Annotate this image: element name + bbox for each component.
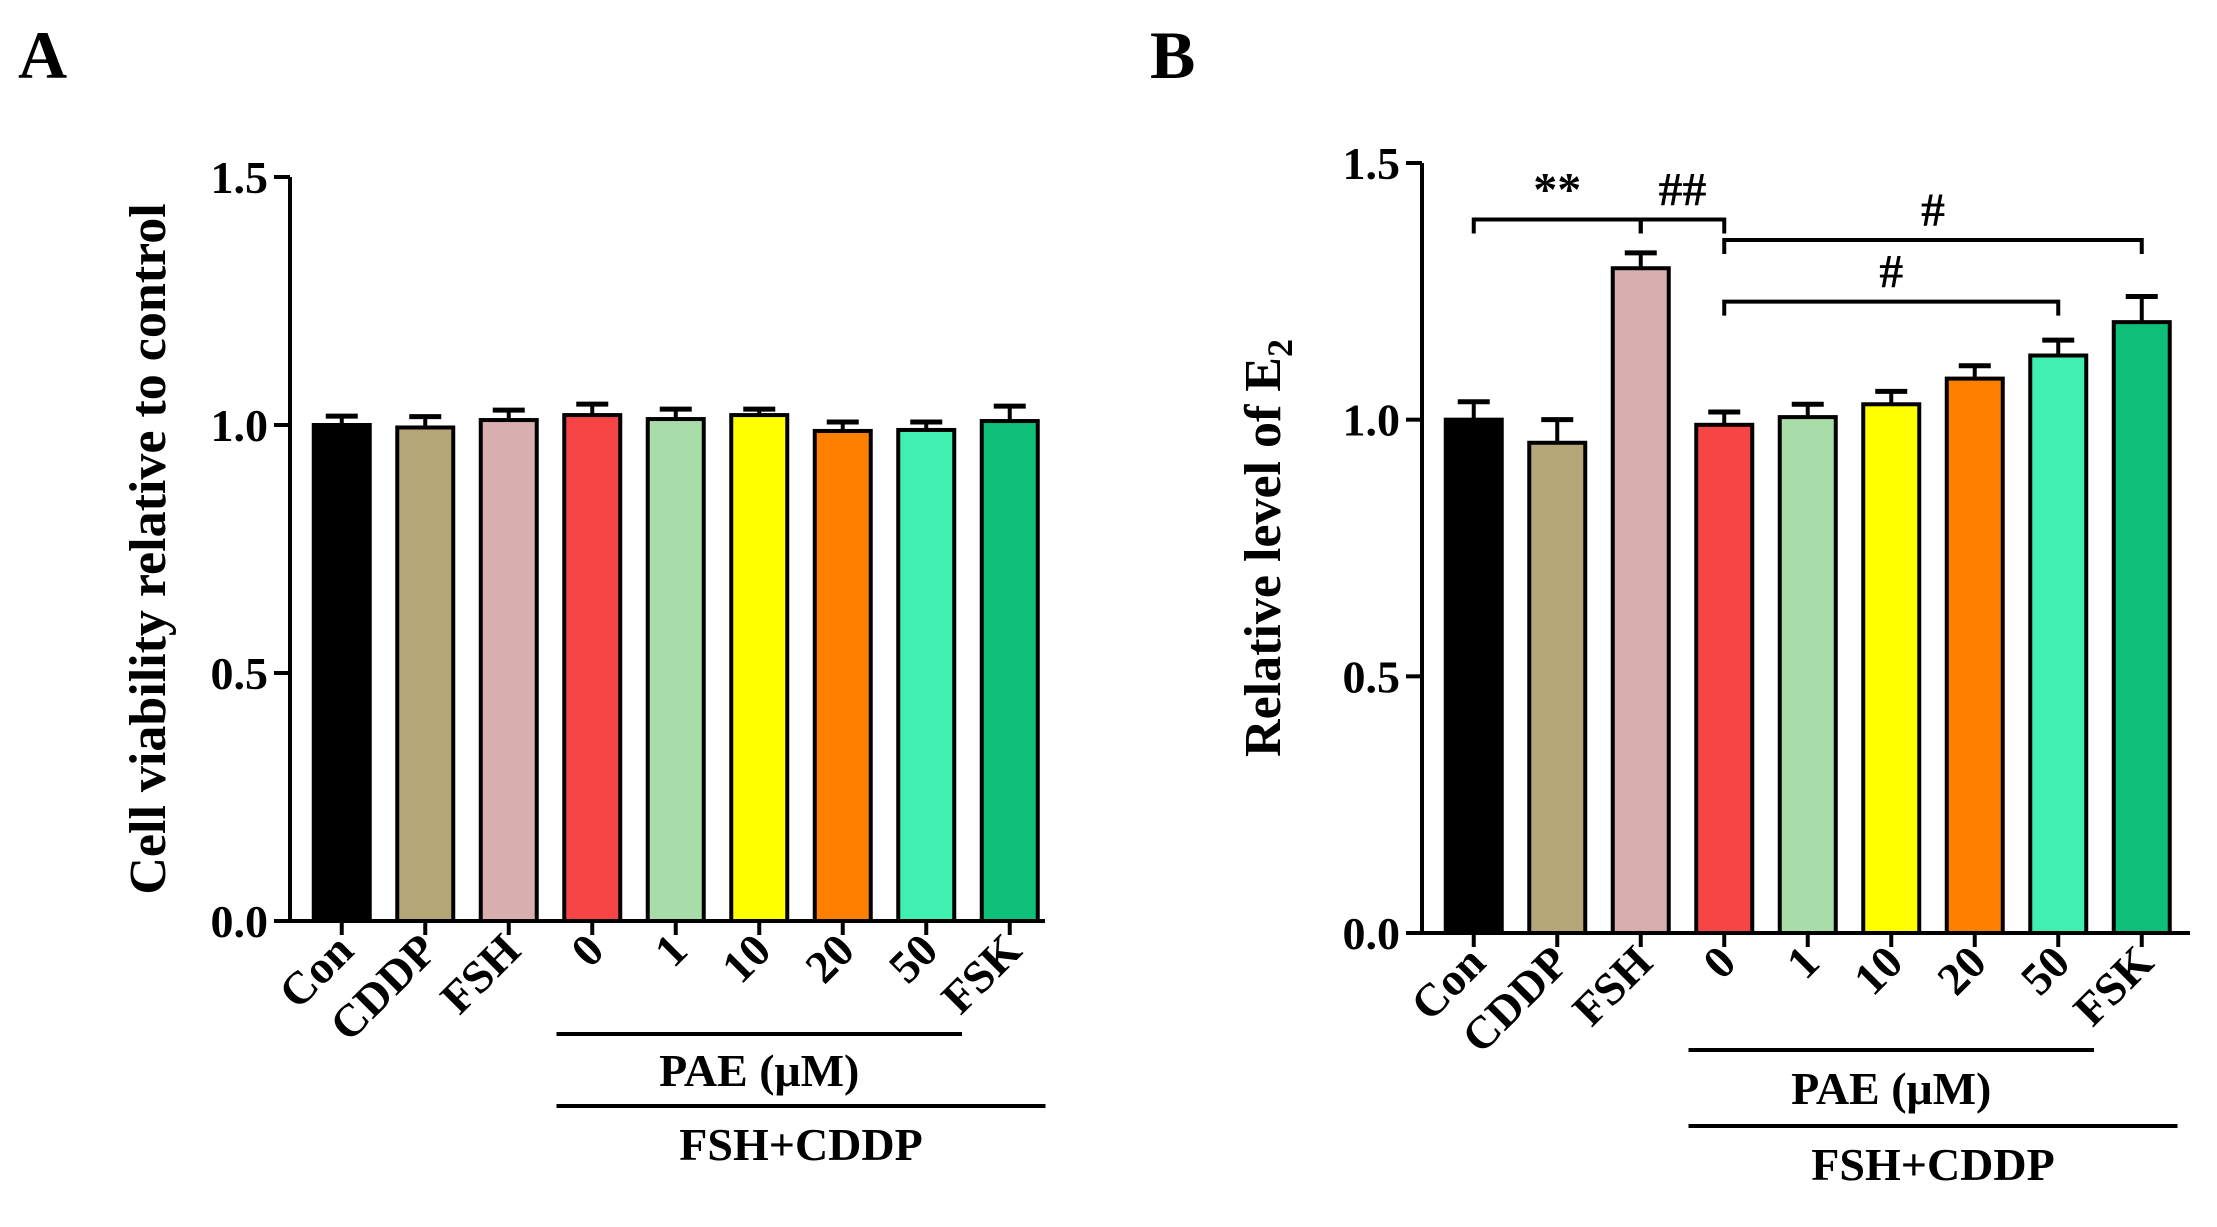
x-tick-label: 10 [712,924,781,993]
bar-7 [812,428,873,923]
significance-label: ** [1533,163,1581,216]
significance-label: ## [1659,163,1707,216]
panel-a-chart: 0.0 0.5 1.0 1.5 Cell viability relative to c… [120,152,1046,1170]
y-axis-label: Relative level of E2 [1235,339,1300,757]
group-label: PAE (μM) [659,1045,859,1096]
panel-label-b: B [1150,17,1195,93]
bar-5 [645,417,706,923]
significance-bracket [1638,217,1727,234]
x-tick-label: FSK [2063,936,2162,1035]
y-axis-label-text: Relative level of E [1235,357,1292,757]
y-tick-label: 1.5 [211,152,269,203]
significance-bracket [1471,217,1643,234]
x-tick-label: FSK [931,924,1030,1023]
x-tick-label: 1 [644,924,696,976]
y-axis-label-subscript: 2 [1260,339,1300,357]
y-axis-label: Cell viability relative to control [120,203,177,894]
bar-9 [2111,320,2172,935]
y-tick-label: 0.0 [211,896,269,947]
x-tick-label: 1 [1776,936,1828,988]
bar-2 [395,425,456,923]
y-tick-label: 0.0 [1343,908,1401,959]
bar-3 [1610,266,1671,935]
x-tick-label: 20 [795,924,864,993]
bar-4 [1694,422,1755,935]
y-tick-label: 0.5 [211,648,269,699]
bar-5 [1777,415,1838,936]
x-tick-label: 20 [1927,936,1996,1005]
bar-1 [311,423,372,923]
significance-label: # [1879,246,1903,299]
bar-4 [562,413,623,923]
y-tick-label: 0.5 [1343,651,1401,702]
bar-8 [2028,353,2089,935]
bar-1 [1443,417,1504,935]
bar-3 [478,418,539,923]
panel-label-a: A [18,17,67,93]
x-tick-label: FSH [1562,936,1661,1035]
bar-8 [896,427,957,923]
bar-9 [979,419,1040,923]
x-tick-label: 0 [1693,936,1745,988]
bar-2 [1527,440,1588,935]
bar-6 [1861,402,1922,935]
group-label: FSH+CDDP [1811,1139,2054,1190]
group-label: PAE (μM) [1791,1063,1991,1114]
x-tick-label: FSH [430,924,529,1023]
bar-7 [1944,376,2005,936]
significance-label: # [1921,184,1945,237]
group-label: FSH+CDDP [679,1119,922,1170]
y-tick-label: 1.0 [1343,395,1401,446]
significance-bracket [1722,299,2061,316]
bar-6 [729,413,790,923]
y-tick-label: 1.5 [1343,138,1401,189]
significance-bracket [1722,238,2144,254]
x-tick-label: 10 [1844,936,1913,1005]
y-tick-label: 1.0 [211,400,269,451]
x-tick-label: 0 [561,924,613,976]
